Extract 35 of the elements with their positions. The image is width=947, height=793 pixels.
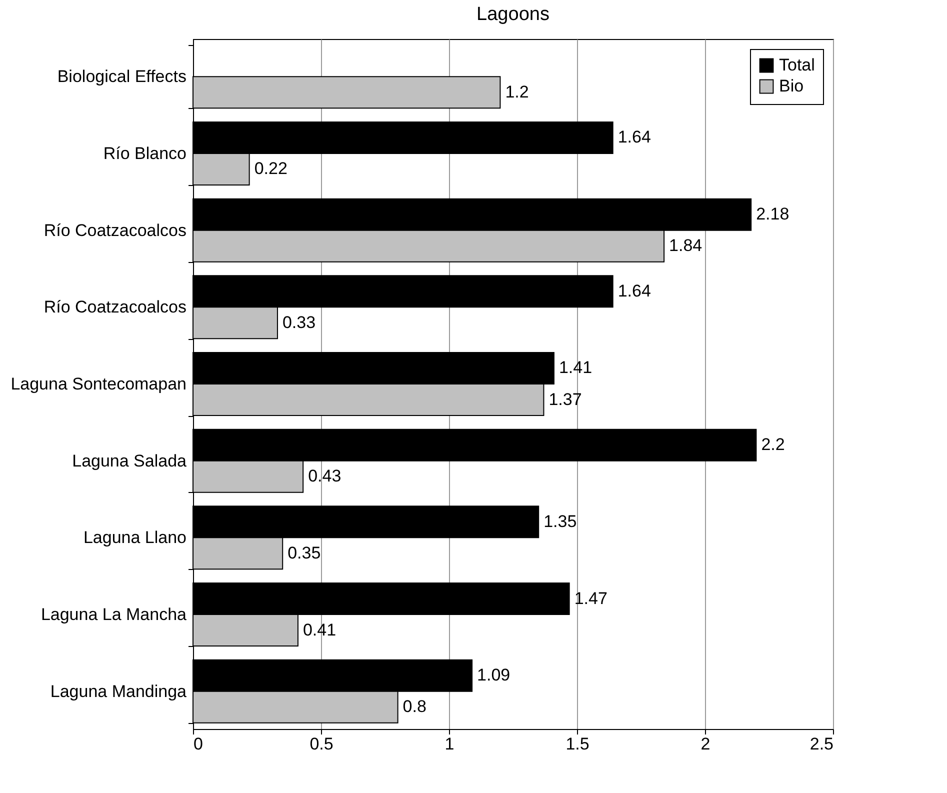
data-label: 0.33 <box>282 312 316 332</box>
y-tick-label: Biological Effects <box>57 67 186 86</box>
data-label: 0.43 <box>308 466 342 486</box>
data-label: 1.2 <box>505 82 529 102</box>
data-label: 0.41 <box>302 620 336 640</box>
x-tick-label: 0.5 <box>310 734 334 754</box>
data-label: 1.47 <box>574 588 608 608</box>
data-label: 1.35 <box>544 512 577 531</box>
data-label: 1.41 <box>558 358 592 378</box>
y-tick-label: Laguna La Mancha <box>40 605 188 624</box>
y-tick-label: Laguna Mandinga <box>50 682 188 701</box>
data-label: 1.64 <box>618 281 651 300</box>
data-label: 0.8 <box>402 697 426 716</box>
y-tick-label: Laguna Llano <box>83 528 186 548</box>
x-tick-label: 1.5 <box>566 734 590 754</box>
y-tick-label: Río Blanco <box>103 144 186 163</box>
data-label: 1.84 <box>669 236 702 256</box>
legend-label: Total <box>779 56 815 74</box>
data-label: 2.2 <box>761 435 785 454</box>
x-tick-label: 2.5 <box>810 734 834 754</box>
data-label: 1.37 <box>548 390 582 409</box>
y-tick-label: Río Coatzacoalcos <box>44 298 186 317</box>
data-label: 0.35 <box>288 543 321 562</box>
x-tick-label: 1 <box>444 734 454 754</box>
x-tick-label: 0 <box>194 734 203 754</box>
data-label: 1.64 <box>618 128 651 147</box>
x-tick-label: 2 <box>700 734 710 754</box>
data-label: 2.18 <box>756 204 790 224</box>
data-label: 1.09 <box>477 666 510 685</box>
legend-label: Bio <box>779 76 804 96</box>
y-tick-label: Laguna Salada <box>72 451 188 470</box>
chart-title: Lagoons <box>476 4 550 25</box>
y-tick-label: Río Coatzacoalcos <box>44 220 186 240</box>
data-label: 0.22 <box>254 159 288 178</box>
y-tick-label: Laguna Sontecomapan <box>10 374 186 394</box>
